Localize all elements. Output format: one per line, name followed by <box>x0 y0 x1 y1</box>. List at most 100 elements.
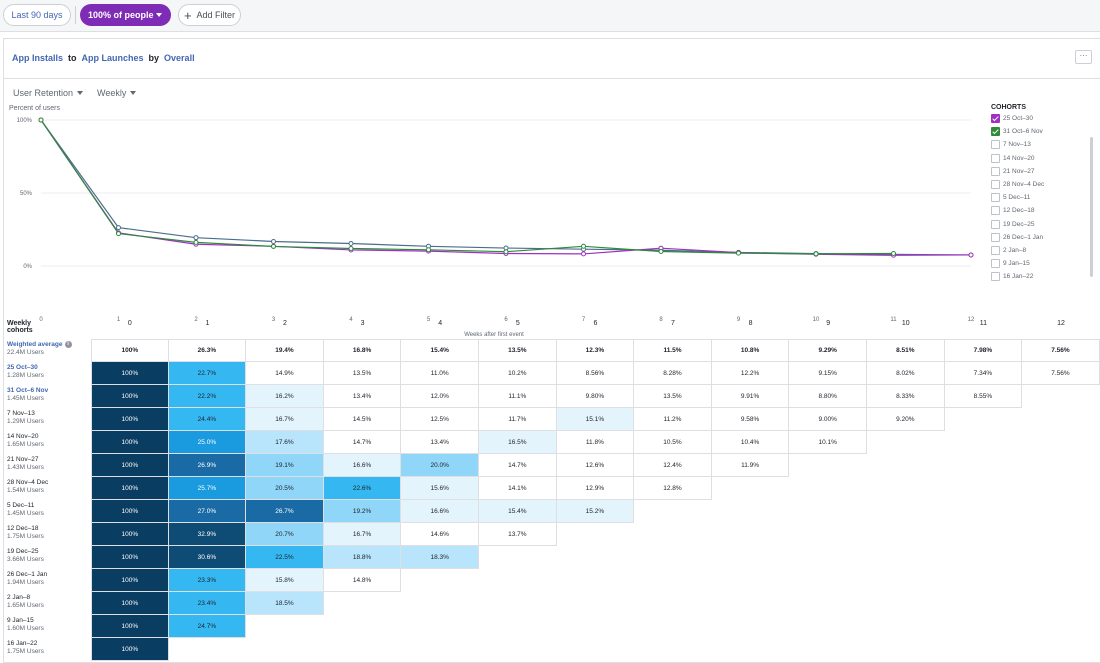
table-cell[interactable]: 24.4% <box>168 408 247 431</box>
table-cell[interactable]: 26.7% <box>246 500 324 523</box>
table-cell[interactable]: 26.9% <box>168 454 247 477</box>
table-cell[interactable]: 8.80% <box>789 385 867 408</box>
table-cell[interactable]: 18.5% <box>246 592 324 615</box>
table-cell[interactable]: 7.56% <box>1022 362 1100 385</box>
table-cell[interactable]: 16.7% <box>323 523 402 546</box>
cohort-checkbox[interactable] <box>991 114 1000 124</box>
cohort-legend-item[interactable]: 7 Nov–13 <box>991 138 1061 151</box>
table-cell[interactable]: 16.5% <box>479 431 557 454</box>
cohort-legend-item[interactable]: 28 Nov–4 Dec <box>991 178 1061 191</box>
table-cell[interactable]: 15.8% <box>246 569 324 592</box>
table-cell[interactable]: 14.9% <box>246 362 324 385</box>
table-cell[interactable]: 100% <box>91 546 169 569</box>
table-cell[interactable]: 100% <box>91 477 169 500</box>
cohort-checkbox[interactable] <box>991 180 1000 190</box>
table-cell[interactable]: 15.2% <box>556 500 635 523</box>
cohorts-list[interactable]: 25 Oct–30 31 Oct–6 Nov 7 Nov–13 14 Nov–20 21… <box>991 112 1061 281</box>
table-cell[interactable]: 11.8% <box>556 431 635 454</box>
table-cell[interactable]: 100% <box>91 408 169 431</box>
table-cell[interactable]: 12.3% <box>556 339 635 362</box>
cohort-name[interactable]: 31 Oct–6 Nov <box>7 387 49 394</box>
table-cell[interactable]: 100% <box>91 500 169 523</box>
table-cell[interactable]: 19.2% <box>323 500 402 523</box>
table-cell[interactable]: 19.4% <box>246 339 324 362</box>
table-cell[interactable]: 13.7% <box>479 523 557 546</box>
table-cell[interactable]: 100% <box>91 339 169 362</box>
table-cell[interactable]: 18.8% <box>323 546 402 569</box>
table-cell[interactable]: 14.7% <box>323 431 402 454</box>
period-dropdown[interactable]: Weekly <box>97 88 137 98</box>
table-cell[interactable]: 10.2% <box>479 362 557 385</box>
table-cell[interactable]: 18.3% <box>401 546 479 569</box>
table-cell[interactable]: 20.7% <box>246 523 324 546</box>
table-cell[interactable]: 10.8% <box>711 339 790 362</box>
table-cell[interactable]: 17.6% <box>246 431 324 454</box>
cohort-checkbox[interactable] <box>991 206 1000 216</box>
cohort-legend-item[interactable]: 9 Jan–15 <box>991 257 1061 270</box>
cohorts-scrollbar[interactable] <box>1090 137 1093 277</box>
table-cell[interactable]: 10.5% <box>634 431 712 454</box>
table-cell[interactable]: 11.1% <box>479 385 557 408</box>
table-cell[interactable]: 13.4% <box>401 431 479 454</box>
start-event-link[interactable]: App Installs <box>12 53 64 63</box>
table-cell[interactable]: 100% <box>91 523 169 546</box>
table-cell[interactable]: 7.56% <box>1022 339 1100 362</box>
table-cell[interactable]: 27.0% <box>168 500 247 523</box>
cohort-checkbox[interactable] <box>991 232 1000 242</box>
table-cell[interactable]: 16.8% <box>323 339 402 362</box>
table-cell[interactable]: 100% <box>91 638 169 661</box>
cohort-legend-item[interactable]: 2 Jan–8 <box>991 244 1061 257</box>
table-cell[interactable]: 25.0% <box>168 431 247 454</box>
cohort-legend-item[interactable]: 26 Dec–1 Jan <box>991 231 1061 244</box>
table-cell[interactable]: 22.7% <box>168 362 247 385</box>
table-cell[interactable]: 30.6% <box>168 546 247 569</box>
table-cell[interactable]: 14.7% <box>479 454 557 477</box>
cohort-checkbox[interactable] <box>991 127 1000 137</box>
cohort-legend-item[interactable]: 31 Oct–6 Nov <box>991 125 1061 138</box>
table-cell[interactable]: 11.9% <box>711 454 790 477</box>
table-cell[interactable]: 100% <box>91 569 169 592</box>
cohort-checkbox[interactable] <box>991 272 1000 281</box>
cohort-checkbox[interactable] <box>991 166 1000 176</box>
return-event-link[interactable]: App Launches <box>81 53 144 63</box>
table-cell[interactable]: 8.56% <box>556 362 635 385</box>
table-cell[interactable]: 15.4% <box>401 339 479 362</box>
cohort-legend-item[interactable]: 5 Dec–11 <box>991 191 1061 204</box>
cohort-checkbox[interactable] <box>991 259 1000 269</box>
people-segment-dropdown[interactable]: 100% of people <box>80 4 171 26</box>
table-cell[interactable]: 15.6% <box>401 477 479 500</box>
cohort-legend-item[interactable]: 21 Nov–27 <box>991 165 1061 178</box>
table-cell[interactable]: 14.1% <box>479 477 557 500</box>
table-cell[interactable]: 16.7% <box>246 408 324 431</box>
table-cell[interactable]: 7.34% <box>944 362 1023 385</box>
table-cell[interactable]: 100% <box>91 385 169 408</box>
table-cell[interactable]: 9.80% <box>556 385 635 408</box>
more-options-button[interactable]: ··· <box>1075 50 1092 64</box>
table-cell[interactable]: 20.0% <box>401 454 479 477</box>
table-cell[interactable]: 16.2% <box>246 385 324 408</box>
cohort-checkbox[interactable] <box>991 140 1000 150</box>
cohort-legend-item[interactable]: 16 Jan–22 <box>991 270 1061 281</box>
cohort-checkbox[interactable] <box>991 193 1000 203</box>
table-cell[interactable]: 9.15% <box>789 362 867 385</box>
table-cell[interactable]: 100% <box>91 362 169 385</box>
cohort-checkbox[interactable] <box>991 245 1000 255</box>
table-cell[interactable]: 8.28% <box>634 362 712 385</box>
table-cell[interactable]: 24.7% <box>168 615 247 638</box>
table-cell[interactable]: 8.51% <box>867 339 945 362</box>
table-cell[interactable]: 25.7% <box>168 477 247 500</box>
table-cell[interactable]: 12.8% <box>634 477 712 500</box>
table-cell[interactable]: 100% <box>91 615 169 638</box>
cohort-name[interactable]: Weighted average i <box>7 341 92 349</box>
table-cell[interactable]: 11.0% <box>401 362 479 385</box>
cohort-legend-item[interactable]: 19 Dec–25 <box>991 218 1061 231</box>
table-cell[interactable]: 16.6% <box>323 454 402 477</box>
table-cell[interactable]: 14.6% <box>401 523 479 546</box>
table-cell[interactable]: 12.0% <box>401 385 479 408</box>
cohort-checkbox[interactable] <box>991 219 1000 229</box>
cohort-legend-item[interactable]: 12 Dec–18 <box>991 204 1061 217</box>
table-cell[interactable]: 20.5% <box>246 477 324 500</box>
table-cell[interactable]: 11.7% <box>479 408 557 431</box>
table-cell[interactable]: 14.8% <box>323 569 402 592</box>
table-cell[interactable]: 11.5% <box>634 339 712 362</box>
